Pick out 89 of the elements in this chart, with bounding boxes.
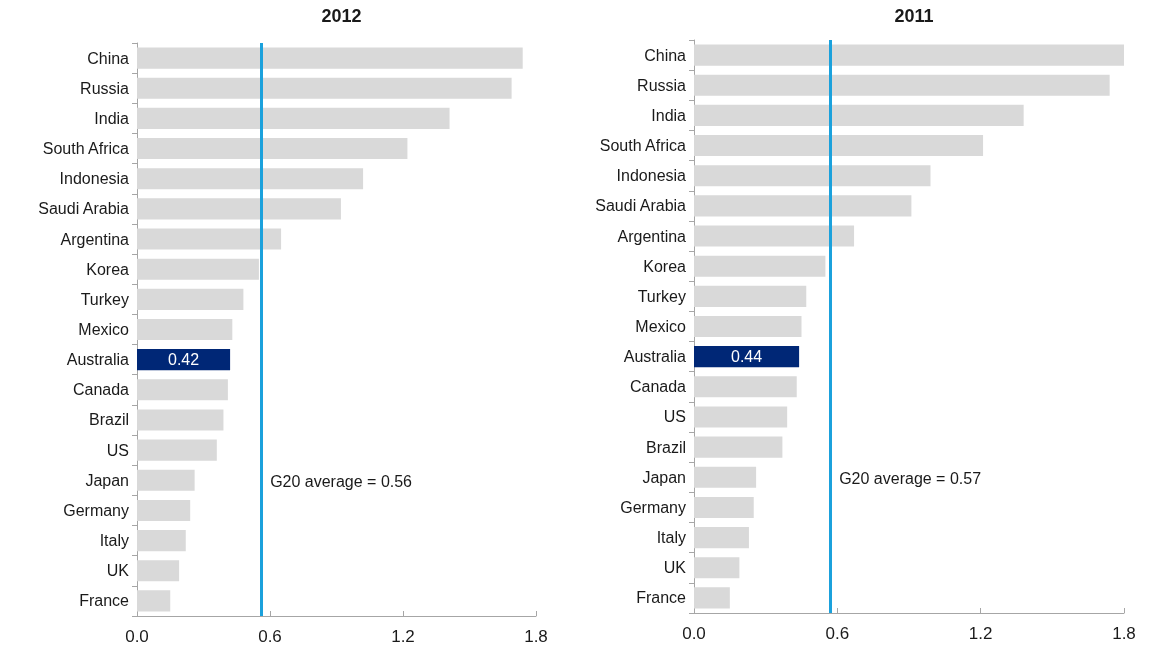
chart-title: 2012 <box>321 6 362 26</box>
ref-line-label: G20 average = 0.56 <box>270 472 413 490</box>
y-tick-label: Brazil <box>645 438 686 456</box>
y-tick-label: Indonesia <box>616 167 687 185</box>
ref-line-label: G20 average = 0.57 <box>839 469 982 487</box>
bar <box>694 225 855 247</box>
bar <box>694 195 912 217</box>
y-tick-label: Korea <box>86 260 130 278</box>
bar <box>694 165 931 187</box>
y-tick-label: Turkey <box>637 287 686 305</box>
y-tick-label: Italy <box>99 532 129 550</box>
y-tick-label: Korea <box>643 257 687 275</box>
y-tick-label: Argentina <box>617 227 687 245</box>
y-tick-label: Japan <box>85 471 129 489</box>
x-tick-label: 0.0 <box>682 624 706 643</box>
bar <box>694 496 754 518</box>
bar <box>694 376 797 398</box>
y-tick-label: UK <box>663 559 687 577</box>
x-tick-label: 0.6 <box>258 627 282 646</box>
bar <box>137 168 364 190</box>
y-tick-label: Australia <box>623 348 687 366</box>
y-tick-label: Japan <box>642 468 686 486</box>
y-tick-label: Argentina <box>60 230 130 248</box>
bar <box>137 560 180 582</box>
bar <box>694 587 730 609</box>
y-tick-label: France <box>636 589 687 607</box>
x-tick-label: 0.6 <box>825 624 850 643</box>
bar <box>694 44 1124 66</box>
bar <box>137 409 224 431</box>
bar <box>694 255 826 277</box>
bar <box>137 288 244 310</box>
y-tick-label: Canada <box>72 381 130 399</box>
x-tick-label: 1.2 <box>968 624 993 643</box>
y-tick-label: Mexico <box>78 321 130 338</box>
y-tick-label: US <box>663 408 686 426</box>
y-tick-label: Russia <box>637 76 687 94</box>
bar <box>137 439 217 461</box>
y-tick-label: Germany <box>63 501 129 519</box>
y-tick-label: Saudi Arabia <box>595 197 687 215</box>
y-tick-label: India <box>94 109 130 127</box>
y-tick-label: Germany <box>620 498 686 516</box>
x-tick-label: 1.2 <box>391 627 415 646</box>
y-tick-label: UK <box>106 562 130 580</box>
bar <box>694 104 1024 126</box>
bar <box>137 198 341 220</box>
y-tick-label: Indonesia <box>59 170 130 188</box>
bar <box>137 258 259 280</box>
bar <box>694 557 740 579</box>
bar <box>137 77 512 99</box>
x-tick-label: 1.8 <box>1112 624 1136 643</box>
y-tick-label: South Africa <box>599 137 687 155</box>
y-tick-label: Australia <box>66 351 130 369</box>
y-tick-label: Canada <box>629 378 687 396</box>
bar <box>694 406 788 428</box>
bar <box>137 138 408 160</box>
bar <box>137 530 186 552</box>
bar <box>137 469 195 491</box>
bar <box>694 135 984 157</box>
bar <box>137 228 282 250</box>
y-tick-label: Turkey <box>80 290 129 308</box>
y-tick-label: India <box>651 106 687 124</box>
y-tick-label: Brazil <box>88 411 129 429</box>
bar <box>137 590 171 612</box>
bar <box>137 318 233 341</box>
y-tick-label: US <box>106 441 129 459</box>
y-tick-label: France <box>79 592 130 610</box>
x-tick-label: 0.0 <box>125 627 149 646</box>
y-tick-label: Saudi Arabia <box>38 200 130 218</box>
bar <box>694 436 783 458</box>
y-tick-label: Italy <box>656 529 686 547</box>
bar <box>694 285 807 307</box>
y-tick-label: Mexico <box>635 318 687 335</box>
y-tick-label: China <box>87 49 130 67</box>
y-tick-label: China <box>644 46 687 64</box>
bar <box>694 466 757 488</box>
bar <box>137 379 228 401</box>
bar <box>137 47 523 69</box>
bar <box>137 107 450 129</box>
bar <box>694 315 802 338</box>
bar <box>694 346 800 368</box>
y-tick-label: Russia <box>80 79 130 97</box>
bar <box>137 499 191 521</box>
data-label: 0.42 <box>167 351 200 369</box>
bar <box>694 74 1110 96</box>
x-tick-label: 1.8 <box>524 627 548 646</box>
bar <box>694 527 749 549</box>
data-label: 0.44 <box>730 348 763 366</box>
chart-title: 2011 <box>894 6 934 26</box>
y-tick-label: South Africa <box>42 140 130 158</box>
